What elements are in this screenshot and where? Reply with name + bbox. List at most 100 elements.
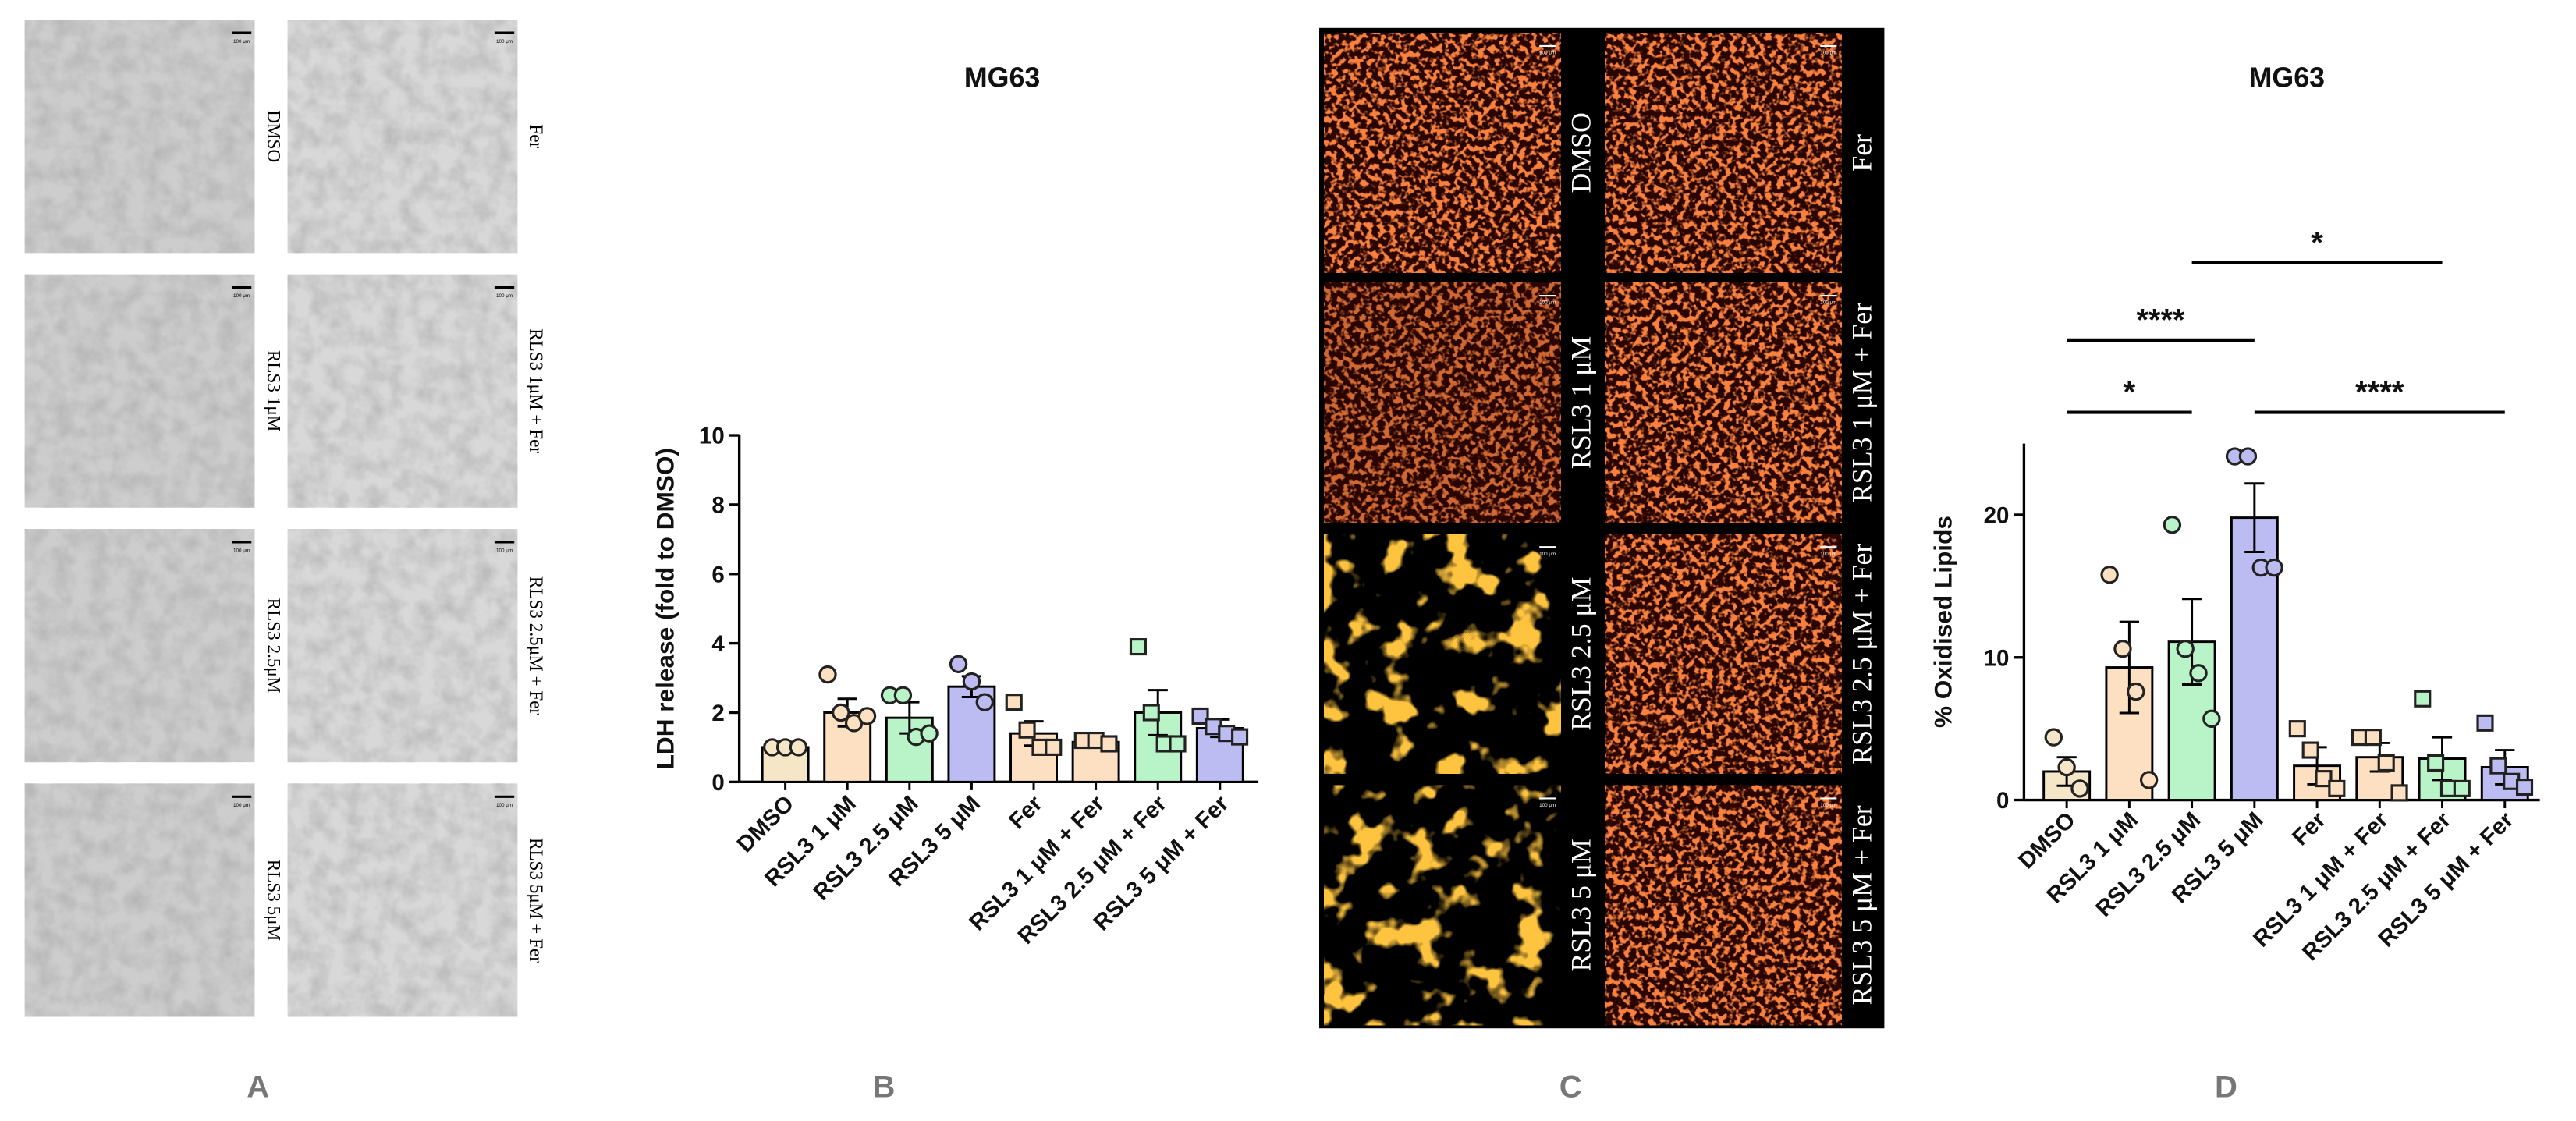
scale-bar-label: 100 μm xyxy=(1539,803,1556,808)
x-tick-label: Fer xyxy=(2287,807,2331,850)
image-label: RSL3 5 μM + Fer xyxy=(1847,805,1878,1005)
scale-bar-label: 100 μm xyxy=(233,293,250,299)
image-label: RSL3 1 μM xyxy=(1565,336,1596,469)
data-point xyxy=(818,665,837,684)
y-axis-label: LDH release (fold to DMSO) xyxy=(651,448,679,769)
scale-bar-label: 100 μm xyxy=(496,548,513,554)
data-point xyxy=(2377,754,2395,772)
scale-bar-label: 100 μm xyxy=(496,803,513,808)
fluorescence-texture xyxy=(1605,785,1842,1026)
data-point xyxy=(2515,779,2534,796)
y-tick-label: 4 xyxy=(711,631,725,657)
data-point xyxy=(2100,566,2119,584)
data-point xyxy=(2176,640,2195,658)
image-label: RSL3 2.5 μM xyxy=(1565,577,1596,731)
data-point xyxy=(1142,704,1160,722)
scale-bar-label: 100 μm xyxy=(1539,300,1556,306)
data-point xyxy=(2127,682,2145,701)
scale-bar-label: 100 μm xyxy=(1539,50,1556,55)
image-label: RSL3 2.5 μM + Fer xyxy=(1847,544,1878,764)
data-point xyxy=(2070,779,2089,798)
data-point xyxy=(2364,729,2382,747)
image-label: RLS3 2.5μM xyxy=(263,598,283,694)
data-point xyxy=(962,672,981,691)
data-point xyxy=(789,738,808,757)
data-point xyxy=(857,707,877,725)
data-point xyxy=(1005,694,1023,711)
fluorescence-texture xyxy=(1324,282,1561,523)
data-point xyxy=(1100,735,1118,753)
data-point xyxy=(2414,690,2432,708)
y-tick-label: 0 xyxy=(1996,788,2009,814)
data-point xyxy=(1018,721,1036,739)
data-point xyxy=(920,724,939,743)
scale-bar-label: 100 μm xyxy=(1820,300,1836,306)
significance-label: * xyxy=(2124,375,2136,410)
data-point xyxy=(1045,738,1063,756)
micrograph-texture xyxy=(24,529,255,763)
significance-label: * xyxy=(2311,225,2323,260)
image-label: RSL3 5 μM xyxy=(1565,839,1596,971)
image-label: RLS3 5μM xyxy=(263,860,283,941)
data-point xyxy=(2113,640,2132,658)
image-label: RSL3 1 μM + Fer xyxy=(1847,303,1878,502)
data-point xyxy=(2163,516,2182,534)
micrograph-texture xyxy=(287,783,518,1017)
fluorescence-texture xyxy=(1324,785,1561,1026)
data-point xyxy=(2476,714,2494,732)
y-tick-label: 8 xyxy=(711,492,724,518)
data-point xyxy=(893,686,913,704)
data-point xyxy=(2202,709,2221,729)
chart-title: MG63 xyxy=(964,62,1040,94)
scale-bar-label: 100 μm xyxy=(233,39,250,44)
fluorescence-texture xyxy=(1605,282,1842,523)
image-label: RLS3 1μM xyxy=(263,350,283,431)
data-point xyxy=(2057,757,2076,777)
x-tick-label: Fer xyxy=(1004,790,1048,834)
micrograph-texture xyxy=(287,274,518,508)
image-label: RLS3 2.5μM + Fer xyxy=(526,576,546,715)
y-tick-label: 20 xyxy=(1984,502,2010,528)
data-point xyxy=(2238,447,2258,466)
data-point xyxy=(1231,728,1249,746)
y-tick-label: 0 xyxy=(711,770,724,796)
fluorescence-texture xyxy=(1324,33,1561,273)
data-point xyxy=(2453,779,2471,797)
y-axis-label: % Oxidised Lipids xyxy=(1929,516,1957,728)
significance-label: **** xyxy=(2355,375,2404,410)
data-point xyxy=(975,693,994,711)
scale-bar-label: 100 μm xyxy=(496,39,513,44)
image-label: Fer xyxy=(526,124,546,148)
data-point xyxy=(2328,779,2346,797)
data-point xyxy=(2427,754,2445,772)
data-point xyxy=(949,655,968,673)
image-label: Fer xyxy=(1847,134,1878,172)
scale-bar-label: 100 μm xyxy=(233,548,250,554)
scale-bar-label: 100 μm xyxy=(1820,552,1836,557)
y-tick-label: 10 xyxy=(699,424,725,449)
scale-bar-label: 100 μm xyxy=(1820,50,1836,55)
micrograph-texture xyxy=(24,20,255,254)
data-point xyxy=(2288,720,2306,738)
fluorescence-texture xyxy=(1324,534,1561,774)
micrograph-texture xyxy=(287,529,518,763)
data-point xyxy=(1169,735,1187,753)
data-point xyxy=(2265,558,2283,577)
data-point xyxy=(1129,638,1148,656)
fluorescence-texture xyxy=(1605,33,1842,273)
data-point xyxy=(2189,664,2208,683)
chart-title: MG63 xyxy=(2249,62,2325,94)
data-point xyxy=(2315,770,2333,788)
fluorescence-texture xyxy=(1605,534,1842,774)
data-point xyxy=(1191,707,1209,725)
micrograph-texture xyxy=(24,783,255,1017)
scale-bar-label: 100 μm xyxy=(1820,803,1836,808)
panel-letter: B xyxy=(873,1070,896,1105)
micrograph-texture xyxy=(24,274,255,508)
data-point xyxy=(832,703,850,722)
scale-bar-label: 100 μm xyxy=(496,293,513,299)
scale-bar-label: 100 μm xyxy=(233,803,250,808)
panel-letter: A xyxy=(247,1070,269,1105)
